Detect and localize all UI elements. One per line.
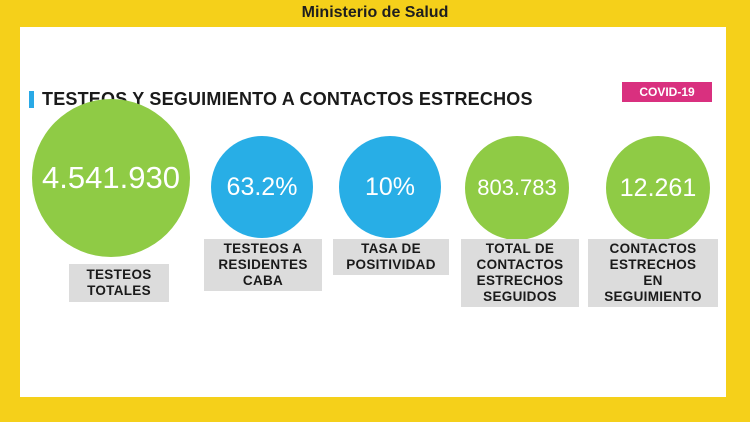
stat-label-total-tests: TESTEOS TOTALES (69, 264, 169, 302)
stat-circle-total-tests: 4.541.930 (32, 99, 190, 257)
stat-value-contacts-in-followup: 12.261 (619, 173, 697, 202)
stat-circle-positivity: 10% (339, 136, 441, 238)
info-card: TESTEOS Y SEGUIMIENTO A CONTACTOS ESTREC… (20, 27, 726, 397)
ministry-title: Ministerio de Salud (301, 4, 449, 21)
stat-label-contacts-in-followup: CONTACTOS ESTRECHOS EN SEGUIMIENTO (588, 239, 718, 307)
covid-tag: COVID-19 (622, 82, 712, 102)
stat-value-total-tests: 4.541.930 (42, 160, 180, 195)
stat-label-contacts-followed: TOTAL DE CONTACTOS ESTRECHOS SEGUIDOS (461, 239, 579, 307)
title-accent-bar (29, 91, 34, 108)
section-title: TESTEOS Y SEGUIMIENTO A CONTACTOS ESTREC… (42, 89, 533, 109)
stat-circle-contacts-followed: 803.783 (465, 136, 569, 240)
stat-value-contacts-followed: 803.783 (477, 175, 557, 200)
stat-circle-residents: 63.2% (211, 136, 313, 238)
stat-value-positivity: 10% (364, 172, 416, 201)
stat-circle-contacts-in-followup: 12.261 (606, 136, 710, 240)
stat-label-positivity: TASA DE POSITIVIDAD (333, 239, 449, 275)
stat-label-residents: TESTEOS A RESIDENTES CABA (204, 239, 322, 291)
stat-value-residents: 63.2% (226, 172, 298, 201)
